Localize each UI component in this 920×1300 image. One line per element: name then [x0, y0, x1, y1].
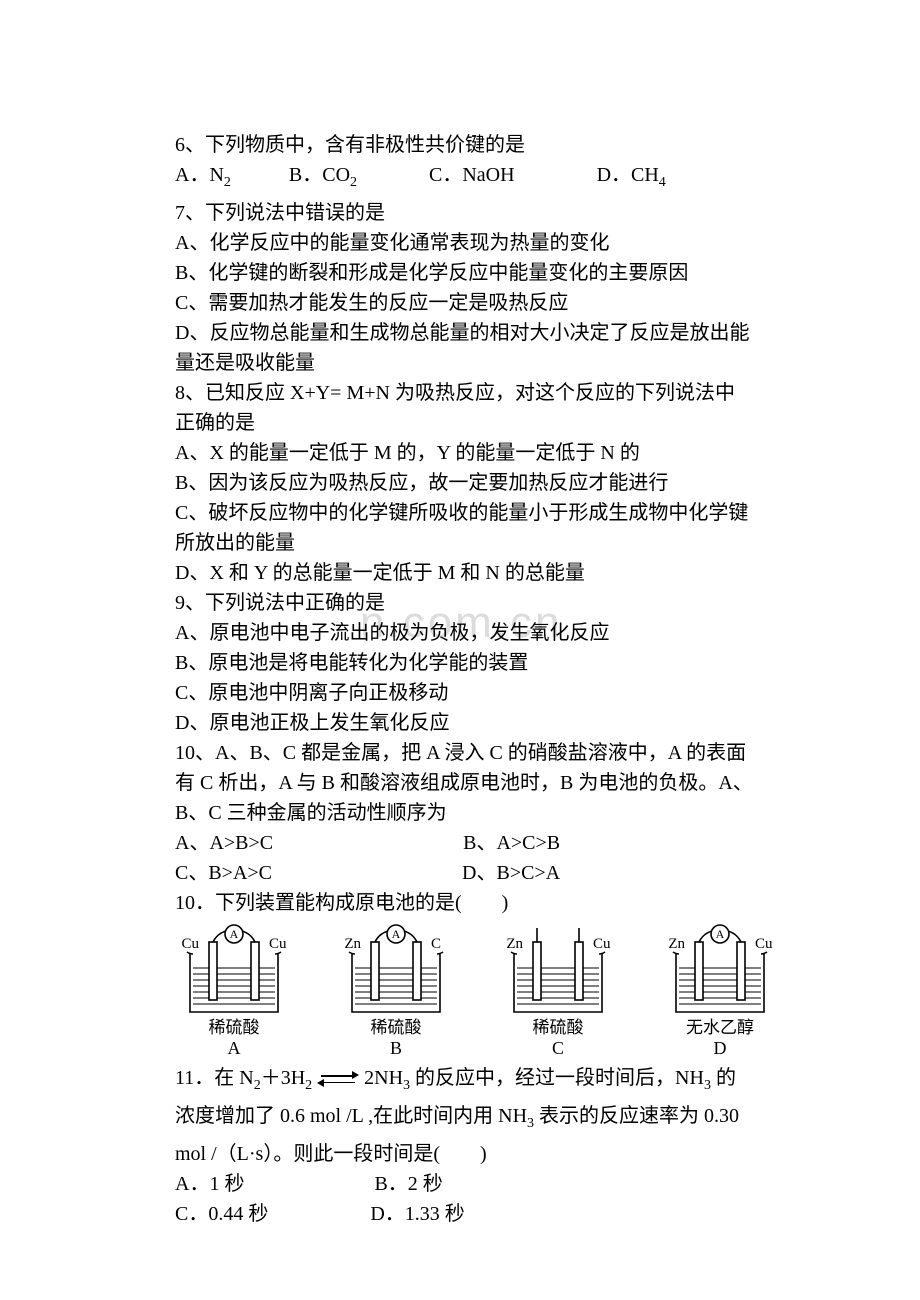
- svg-text:A: A: [230, 927, 239, 941]
- q6-opt-c: C．NaOH: [429, 164, 515, 186]
- q6-opt-d: D．CH: [597, 164, 659, 186]
- beaker-icon: A Zn C: [337, 924, 455, 1016]
- sub: 4: [659, 175, 666, 190]
- q8-opt-c-2: 所放出的能量: [175, 528, 755, 558]
- q7-stem: 7、下列说法中错误的是: [175, 198, 755, 228]
- q11-stem-2: 浓度增加了 0.6 mol /L ,在此时间内用 NH3 表示的反应速率为 0.…: [175, 1101, 755, 1139]
- q11-opts-row2: C．0.44 秒 D．1.33 秒: [175, 1199, 755, 1229]
- q11-opts-row1: A．1 秒 B．2 秒: [175, 1169, 755, 1199]
- svg-text:Cu: Cu: [181, 936, 199, 952]
- txt: 浓度增加了 0.6 mol /L ,在此时间内用 NH: [175, 1105, 527, 1127]
- q7-opt-c: C、需要加热才能发生的反应一定是吸热反应: [175, 288, 755, 318]
- beaker-C: Zn Cu 稀硫酸C: [499, 924, 617, 1059]
- sub: 2: [305, 1078, 312, 1093]
- q8-opt-b: B、因为该反应为吸热反应，故一定要加热反应才能进行: [175, 468, 755, 498]
- sub: 3: [527, 1116, 534, 1131]
- txt: 2NH: [364, 1067, 403, 1089]
- q9-opt-b: B、原电池是将电能转化为化学能的装置: [175, 648, 755, 678]
- svg-text:Cu: Cu: [593, 936, 611, 952]
- txt: 11．在 N: [175, 1067, 254, 1089]
- q6-opt-b: B．CO: [289, 164, 350, 186]
- beaker-icon: A Zn Cu: [661, 924, 779, 1016]
- equilibrium-arrow-icon: [317, 1072, 359, 1086]
- q6-opt-a: A．N: [175, 164, 224, 186]
- beaker-letter: A: [228, 1038, 241, 1059]
- sub: 2: [224, 175, 231, 190]
- q11-stem-3: mol /（L·s）。则此一段时间是( ): [175, 1139, 755, 1169]
- q8-stem-1: 8、已知反应 X+Y= M+N 为吸热反应，对这个反应的下列说法中: [175, 378, 755, 408]
- beaker-icon: Zn Cu: [499, 924, 617, 1016]
- beaker-A: A Cu Cu 稀硫酸A: [175, 924, 293, 1059]
- q10a-opt-d: D、B>C>A: [462, 862, 560, 884]
- q10a-opt-a: A、A>B>C: [175, 832, 273, 854]
- q11-opt-d: D．1.33 秒: [370, 1203, 464, 1225]
- q8-stem-2: 正确的是: [175, 408, 755, 438]
- q10a-stem-1: 10、A、B、C 都是金属，把 A 浸入 C 的硝酸盐溶液中，A 的表面: [175, 738, 755, 768]
- beaker-icon: A Cu Cu: [175, 924, 293, 1016]
- q11-stem-1: 11．在 N2＋3H2 2NH3 的反应中，经过一段时间后，NH3 的: [175, 1063, 755, 1101]
- q8-opt-d: D、X 和 Y 的总能量一定低于 M 和 N 的总能量: [175, 558, 755, 588]
- q9-opt-d: D、原电池正极上发生氧化反应: [175, 708, 755, 738]
- q10a-stem-3: B、C 三种金属的活动性顺序为: [175, 798, 755, 828]
- sub: 3: [704, 1078, 711, 1093]
- q11-opt-b: B．2 秒: [374, 1173, 442, 1195]
- exam-content: 6、下列物质中，含有非极性共价键的是 A．N2 B．CO2 C．NaOH D．C…: [175, 130, 755, 1229]
- svg-text:C: C: [431, 936, 441, 952]
- svg-text:A: A: [392, 927, 401, 941]
- q9-opt-a: A、原电池中电子流出的极为负极，发生氧化反应: [175, 618, 755, 648]
- q8-opt-c-1: C、破坏反应物中的化学键所吸收的能量小于形成生成物中化学键: [175, 498, 755, 528]
- beaker-letter: D: [714, 1038, 727, 1059]
- txt: 的: [711, 1067, 736, 1089]
- sub: 2: [254, 1078, 261, 1093]
- svg-text:Zn: Zn: [668, 936, 685, 952]
- q11-opt-a: A．1 秒: [175, 1173, 244, 1195]
- svg-text:A: A: [716, 927, 725, 941]
- q10b-stem: 10．下列装置能构成原电池的是( ): [175, 888, 755, 918]
- q6-options: A．N2 B．CO2 C．NaOH D．CH4: [175, 160, 755, 198]
- q6-stem: 6、下列物质中，含有非极性共价键的是: [175, 130, 755, 160]
- txt: ＋3H: [261, 1067, 305, 1089]
- txt: 表示的反应速率为 0.30: [534, 1105, 739, 1127]
- beaker-B: A Zn C 稀硫酸B: [337, 924, 455, 1059]
- q7-opt-a: A、化学反应中的能量变化通常表现为热量的变化: [175, 228, 755, 258]
- svg-text:Zn: Zn: [506, 936, 523, 952]
- svg-text:Cu: Cu: [269, 936, 287, 952]
- svg-text:Cu: Cu: [755, 936, 773, 952]
- beaker-letter: B: [390, 1038, 402, 1059]
- beaker-caption: 稀硫酸: [371, 1018, 422, 1038]
- q10a-stem-2: 有 C 析出，A 与 B 和酸溶液组成原电池时，B 为电池的负极。A、: [175, 768, 755, 798]
- sub: 3: [403, 1078, 410, 1093]
- beaker-caption: 无水乙醇: [686, 1018, 754, 1038]
- q7-opt-b: B、化学键的断裂和形成是化学反应中能量变化的主要原因: [175, 258, 755, 288]
- q9-opt-c: C、原电池中阴离子向正极移动: [175, 678, 755, 708]
- q10a-opts-row1: A、A>B>C B、A>C>B: [175, 828, 755, 858]
- beaker-D: A Zn Cu 无水乙醇D: [661, 924, 779, 1059]
- q7-opt-d-1: D、反应物总能量和生成物总能量的相对大小决定了反应是放出能: [175, 318, 755, 348]
- q7-opt-d-2: 量还是吸收能量: [175, 348, 755, 378]
- txt: 的反应中，经过一段时间后，NH: [410, 1067, 704, 1089]
- beaker-diagrams: A Cu Cu 稀硫酸A A Zn C 稀硫酸B Zn Cu 稀硫酸C: [175, 924, 755, 1059]
- q11-opt-c: C．0.44 秒: [175, 1203, 268, 1225]
- beaker-letter: C: [552, 1038, 564, 1059]
- sub: 2: [350, 175, 357, 190]
- q8-opt-a: A、X 的能量一定低于 M 的，Y 的能量一定低于 N 的: [175, 438, 755, 468]
- beaker-caption: 稀硫酸: [209, 1018, 260, 1038]
- svg-text:Zn: Zn: [344, 936, 361, 952]
- q10a-opt-c: C、B>A>C: [175, 862, 272, 884]
- beaker-caption: 稀硫酸: [533, 1018, 584, 1038]
- q10a-opt-b: B、A>C>B: [463, 832, 560, 854]
- q10a-opts-row2: C、B>A>C D、B>C>A: [175, 858, 755, 888]
- q9-stem: 9、下列说法中正确的是: [175, 588, 755, 618]
